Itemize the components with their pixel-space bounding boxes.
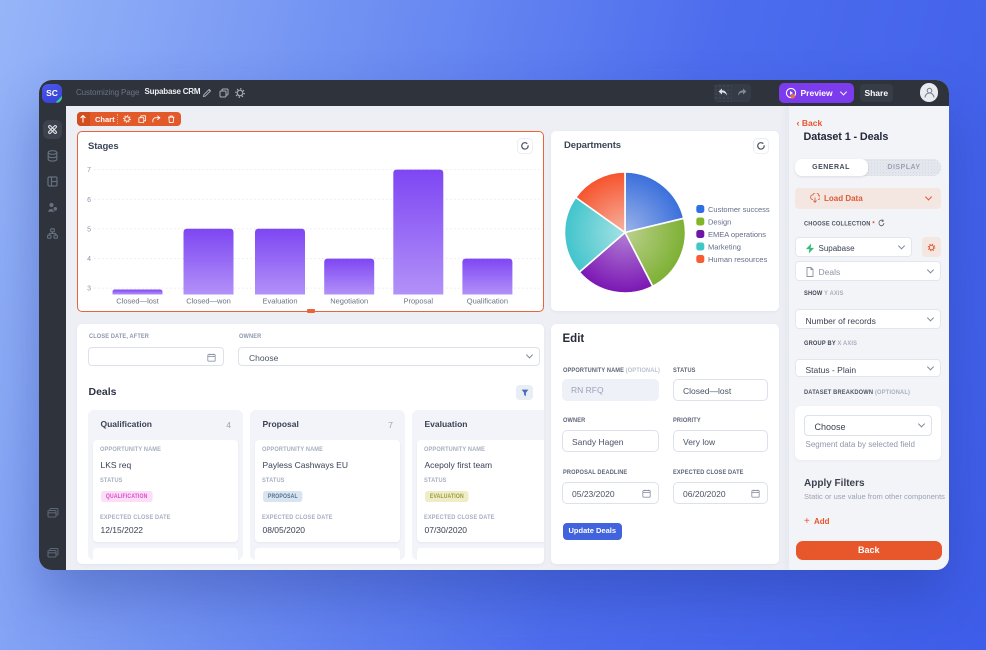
svg-text:7: 7 (87, 167, 91, 174)
svg-text:Human resources: Human resources (708, 255, 767, 264)
svg-text:Evaluation: Evaluation (262, 297, 297, 306)
svg-text:Customer success: Customer success (708, 205, 770, 214)
svg-text:5: 5 (87, 226, 91, 233)
svg-text:EMEA operations: EMEA operations (708, 230, 766, 239)
svg-text:4: 4 (87, 256, 91, 263)
svg-text:Negotiation: Negotiation (330, 297, 368, 306)
svg-text:Closed—won: Closed—won (186, 297, 231, 306)
svg-text:Proposal: Proposal (403, 297, 433, 306)
svg-text:3: 3 (87, 286, 91, 293)
svg-text:Design: Design (708, 217, 731, 226)
svg-text:Marketing: Marketing (708, 242, 741, 251)
svg-text:6: 6 (87, 197, 91, 204)
svg-text:Closed—lost: Closed—lost (116, 297, 159, 306)
svg-text:Qualification: Qualification (466, 297, 507, 306)
